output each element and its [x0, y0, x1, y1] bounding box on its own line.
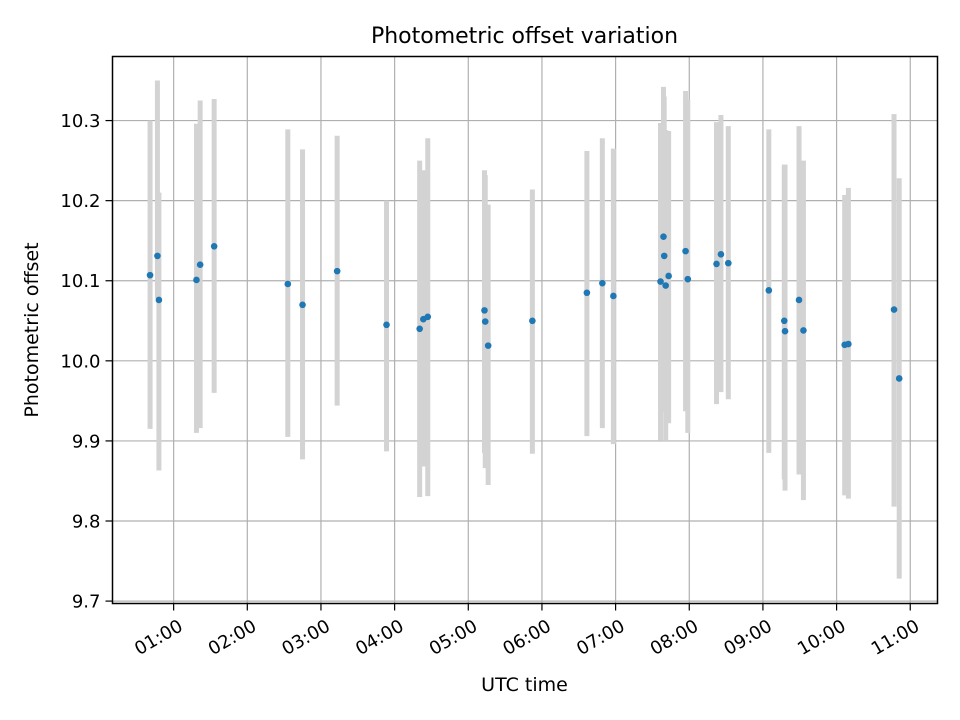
data-point	[154, 252, 161, 260]
data-point	[684, 275, 692, 283]
data-point	[682, 247, 689, 255]
data-point	[717, 251, 725, 258]
data-point	[146, 271, 154, 279]
data-point	[662, 282, 669, 289]
data-point	[383, 321, 390, 329]
data-point	[765, 287, 773, 294]
data-point	[781, 327, 789, 335]
x-axis-label: UTC time	[481, 674, 568, 696]
y-tick-label: 10.2	[60, 191, 100, 212]
data-point	[660, 233, 667, 240]
data-point	[800, 327, 807, 334]
y-axis-label: Photometric offset	[21, 242, 43, 417]
data-point	[583, 289, 591, 297]
data-point	[424, 313, 432, 321]
data-point	[196, 261, 204, 269]
data-point	[333, 267, 341, 275]
data-point	[416, 325, 423, 333]
data-point	[484, 342, 492, 349]
data-point	[599, 279, 606, 287]
y-tick-label: 10.0	[60, 351, 100, 372]
chart-title: Photometric offset variation	[371, 24, 678, 49]
data-point	[210, 243, 218, 250]
y-tick-label: 9.9	[72, 431, 101, 452]
data-point	[529, 317, 536, 325]
data-point	[895, 375, 903, 382]
data-point	[155, 296, 163, 304]
data-point	[657, 278, 664, 285]
plot-frame	[111, 55, 939, 605]
data-point	[713, 260, 720, 268]
data-point	[780, 317, 788, 325]
data-point	[795, 296, 803, 304]
data-point	[299, 301, 306, 309]
data-point	[845, 340, 852, 348]
y-tick-label: 10.3	[60, 111, 100, 132]
y-tick-label: 9.8	[72, 512, 101, 533]
data-point	[725, 259, 732, 267]
data-point	[284, 280, 292, 288]
y-tick-label: 9.7	[72, 592, 101, 613]
data-point	[665, 272, 672, 280]
y-tick-label: 10.1	[60, 271, 100, 292]
y-axis: 9.7 9.8 9.9 10.0 10.1 10.2 10.3	[60, 111, 113, 613]
data-points	[146, 233, 903, 382]
data-point	[193, 276, 200, 284]
data-point	[610, 292, 617, 300]
data-point	[660, 252, 668, 260]
data-point	[890, 306, 898, 313]
data-point	[481, 307, 488, 314]
data-point	[481, 318, 489, 325]
